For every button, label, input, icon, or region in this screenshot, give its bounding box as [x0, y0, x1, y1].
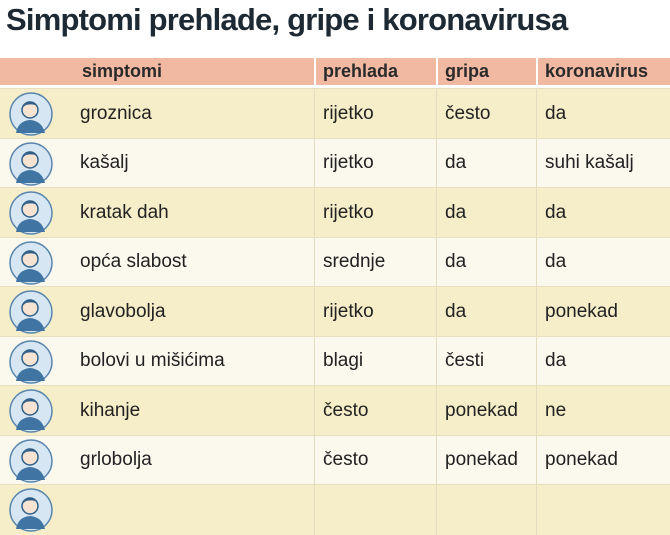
column-separator — [314, 237, 315, 287]
table-cell: kratak dah — [80, 201, 169, 223]
table-cell: opća slabost — [80, 251, 187, 273]
table-cell: često — [445, 102, 491, 124]
table-cell: blagi — [323, 350, 364, 372]
column-separator — [436, 89, 437, 139]
column-separator — [536, 386, 537, 436]
symptom-icon — [9, 438, 53, 483]
table-cell: ponekad — [445, 399, 518, 421]
table-row: glavobolja rijetko da ponekad — [0, 286, 670, 337]
symptom-icon — [9, 191, 53, 235]
column-separator — [436, 188, 437, 238]
column-separator — [314, 58, 316, 85]
column-separator — [436, 58, 438, 85]
column-header: prehlada — [323, 61, 399, 81]
column-separator — [536, 287, 537, 337]
table-cell: da — [545, 201, 567, 223]
table-row: opća slabost srednje da da — [0, 236, 670, 287]
table-cell: rijetko — [323, 152, 374, 174]
column-separator — [314, 287, 315, 337]
column-header: gripa — [445, 61, 490, 81]
column-separator — [314, 89, 315, 139]
symptom-icon — [9, 240, 53, 285]
column-header: simptomi — [82, 61, 163, 81]
table-cell: da — [545, 102, 567, 124]
column-separator — [536, 188, 537, 238]
column-separator — [314, 138, 315, 188]
table-cell: ponekad — [545, 449, 618, 471]
table-cell: ne — [545, 399, 567, 421]
table-cell: bolovi u mišićima — [80, 350, 225, 372]
table-cell: često — [323, 399, 369, 421]
column-separator — [436, 138, 437, 188]
table-cell: rijetko — [323, 102, 374, 124]
column-separator — [314, 188, 315, 238]
symptom-icon — [9, 389, 53, 433]
table-row: grlobolja često ponekad ponekad — [0, 434, 670, 485]
table-row: kratak dah rijetko da da — [0, 187, 670, 238]
table-cell: kašalj — [80, 152, 129, 174]
table-cell: često — [323, 449, 369, 471]
column-separator — [436, 386, 437, 436]
column-separator — [314, 386, 315, 436]
column-separator — [536, 336, 537, 386]
column-separator — [436, 485, 437, 535]
column-separator — [436, 237, 437, 287]
symptom-icon — [9, 488, 53, 532]
table-cell: česti — [445, 350, 485, 372]
symptom-icon — [9, 141, 53, 186]
column-separator — [436, 336, 437, 386]
column-separator — [536, 138, 537, 188]
table-cell: da — [445, 251, 467, 273]
table-row: kašalj rijetko da suhi kašalj — [0, 137, 670, 188]
table-cell: kihanje — [80, 399, 141, 421]
table-row: kihanje često ponekad ne — [0, 385, 670, 436]
table-cell: da — [545, 251, 567, 273]
table-cell: da — [545, 350, 567, 372]
column-separator — [536, 485, 537, 535]
table-cell: ponekad — [445, 449, 518, 471]
column-separator — [436, 287, 437, 337]
column-separator — [314, 485, 315, 535]
symptom-icon — [9, 92, 53, 136]
column-separator — [314, 435, 315, 485]
table-cell: glavobolja — [80, 300, 166, 322]
column-separator — [436, 435, 437, 485]
symptom-table: simptomi prehlada gripa koronavirus groznica… — [0, 58, 670, 535]
column-separator — [536, 58, 538, 85]
symptom-icon — [9, 290, 53, 334]
column-separator — [536, 435, 537, 485]
table-row: groznica rijetko često da — [0, 88, 670, 139]
partial-row — [0, 484, 670, 535]
table-row: bolovi u mišićima blagi česti da — [0, 335, 670, 386]
symptom-icon — [9, 339, 53, 384]
table-cell: da — [445, 152, 467, 174]
table-cell: suhi kašalj — [545, 152, 634, 174]
table-cell: groznica — [80, 102, 152, 124]
table-cell: grlobolja — [80, 449, 152, 471]
column-separator — [536, 89, 537, 139]
title: Simptomi prehlade, gripe i koronavirusa — [6, 2, 568, 37]
table-cell: srednje — [323, 251, 386, 273]
column-separator — [536, 237, 537, 287]
column-header: koronavirus — [545, 61, 649, 81]
table-cell: da — [445, 300, 467, 322]
table-cell: rijetko — [323, 201, 374, 223]
column-separator — [314, 336, 315, 386]
table-cell: rijetko — [323, 300, 374, 322]
header-row: simptomi prehlada gripa koronavirus — [0, 58, 670, 85]
table-cell: ponekad — [545, 300, 618, 322]
table-cell: da — [445, 201, 467, 223]
